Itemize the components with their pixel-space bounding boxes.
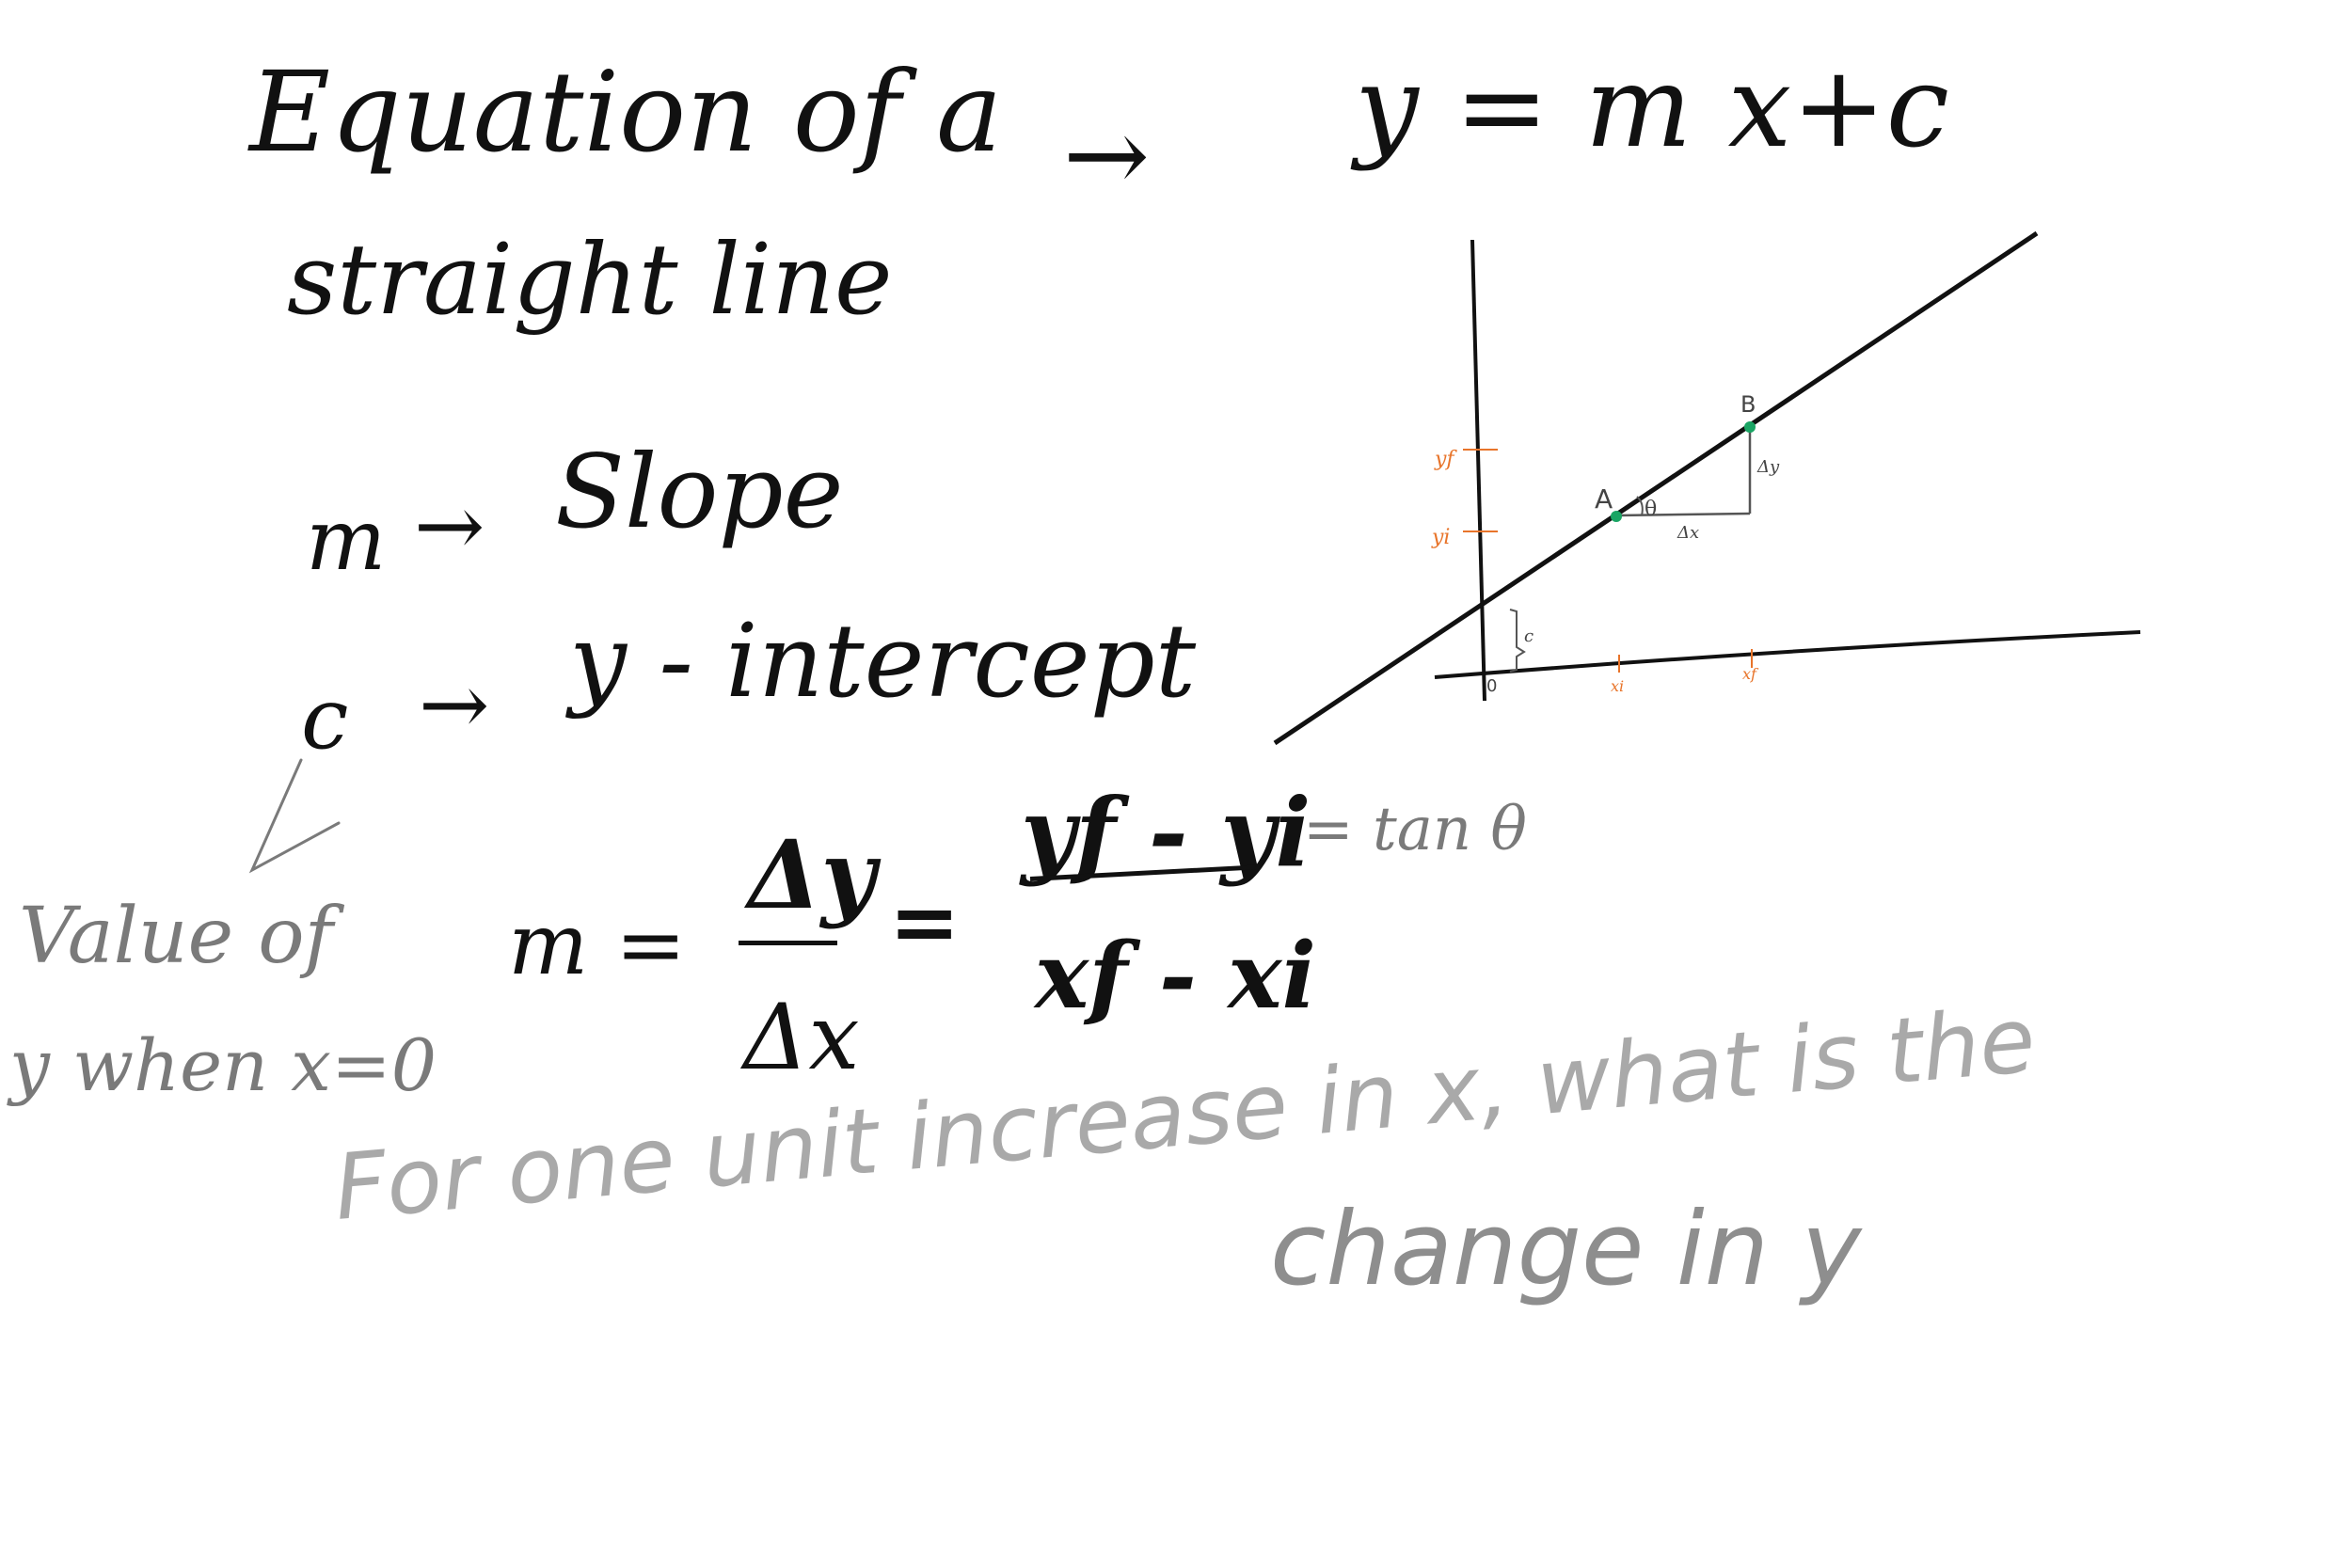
xi-label: xi [1611, 677, 1624, 695]
delta-x-label: Δx [1677, 523, 1699, 543]
angle-arc [1636, 496, 1644, 516]
delta-y-label: Δy [1756, 457, 1780, 477]
x-axis [1434, 630, 2141, 679]
y-axis [1470, 239, 1486, 702]
intercept-graph-label: c [1524, 626, 1534, 646]
title-line-2: straight line [287, 222, 893, 337]
question-line-2: change in y [1270, 1191, 1862, 1308]
intercept-label: y - intercept [569, 603, 1197, 721]
fraction-bar-1 [739, 941, 837, 945]
slope-formula-lhs: m = [508, 895, 687, 994]
slope-formula-den1: Δx [743, 985, 860, 1090]
point-a-label: A [1595, 483, 1613, 515]
slope-symbol: m [306, 491, 387, 590]
delta-x-segment [1615, 512, 1751, 517]
equation-formula: y = m x+c [1355, 42, 1949, 173]
slope-label: Slope [555, 434, 844, 551]
title-line-1: Equation of a [249, 47, 1003, 177]
slope-formula-num2: yf - yi [1021, 777, 1311, 888]
slope-formula-den2: xf - xi [1035, 923, 1316, 1029]
slope-formula-eq: = [889, 872, 961, 972]
point-b-label: B [1740, 391, 1756, 418]
angle-label: θ [1645, 498, 1657, 521]
slope-arrow: → [414, 477, 485, 576]
intercept-arrow: → [419, 656, 490, 754]
intercept-symbol: c [301, 670, 349, 768]
equation-arrow: → [1063, 95, 1151, 215]
origin-label: 0 [1486, 676, 1497, 696]
intercept-note-line-2: y when x=0 [9, 1023, 437, 1107]
slope-formula-num1: Δy [748, 819, 876, 930]
xf-label: xf [1742, 665, 1759, 683]
intercept-note-line-1: Value of [19, 892, 333, 981]
point-a [1611, 511, 1622, 522]
straight-line [1273, 230, 2039, 746]
yf-label: yf [1434, 448, 1457, 471]
note-arrow [248, 758, 341, 874]
intercept-brace [1509, 609, 1526, 673]
yi-label: yi [1431, 526, 1450, 549]
slope-formula-tan: = tan θ [1303, 795, 1527, 864]
point-b [1744, 421, 1756, 433]
